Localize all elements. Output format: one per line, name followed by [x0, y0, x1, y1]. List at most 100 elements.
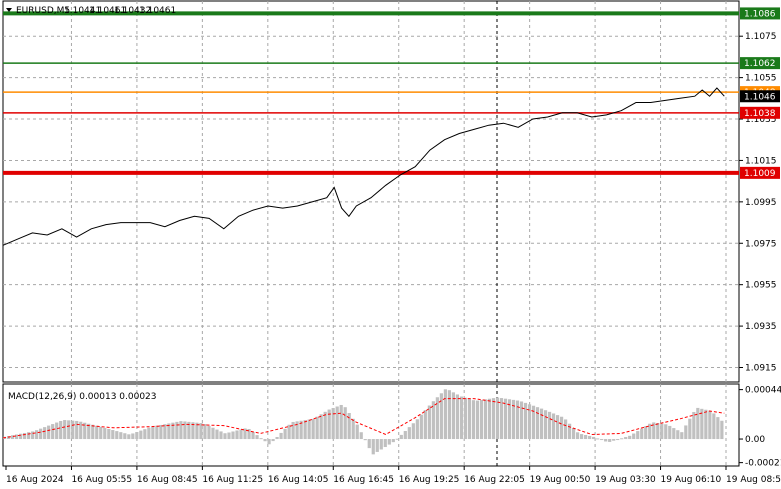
- macd-bar: [479, 399, 484, 440]
- macd-bar: [31, 431, 35, 440]
- macd-bar: [640, 428, 644, 440]
- macd-bar: [403, 431, 407, 440]
- macd-bar: [688, 418, 692, 440]
- macd-bar: [103, 427, 107, 440]
- macd-bar: [676, 430, 680, 440]
- macd-bar: [503, 398, 508, 440]
- macd-bar: [588, 435, 592, 440]
- macd-bar: [167, 423, 171, 440]
- macd-bar: [51, 424, 55, 440]
- macd-bar: [383, 439, 387, 448]
- macd-bar: [91, 424, 95, 440]
- macd-bar: [399, 434, 403, 440]
- level-tag-label: 1.1009: [744, 169, 776, 179]
- macd-bar: [648, 423, 652, 440]
- macd-bar: [692, 411, 696, 440]
- macd-bar: [551, 413, 556, 440]
- x-tick-label: 16 Aug 22:05: [464, 475, 525, 485]
- macd-bar: [295, 421, 299, 440]
- macd-bar: [203, 424, 207, 440]
- price-y-tick-label: 1.1055: [745, 74, 777, 84]
- macd-bar: [616, 439, 620, 441]
- level-tag: [740, 57, 780, 70]
- time-x-axis: 16 Aug 2024 16 Aug 05:55 16 Aug 08:45 16 Au…: [5, 466, 781, 485]
- macd-bar: [115, 431, 119, 440]
- price-y-tick-label: 1.0915: [745, 364, 777, 374]
- macd-bar: [672, 428, 676, 440]
- macd-bar: [455, 394, 460, 440]
- x-tick-label: 16 Aug 14:05: [268, 475, 329, 485]
- macd-bar: [371, 439, 375, 455]
- macd-bar: [307, 419, 311, 440]
- macd-bar: [427, 405, 431, 440]
- macd-bar: [487, 398, 492, 440]
- macd-bar: [660, 423, 664, 440]
- macd-y-tick-label: 0.00: [745, 435, 765, 445]
- macd-bar: [387, 439, 391, 445]
- macd-bar: [471, 400, 476, 440]
- macd-bar: [287, 424, 291, 440]
- x-tick-label: 16 Aug 05:55: [71, 475, 132, 485]
- macd-bar: [379, 439, 383, 450]
- macd-bar: [576, 432, 580, 440]
- macd-bar: [235, 430, 239, 440]
- macd-bar: [652, 422, 656, 440]
- macd-bar: [696, 407, 700, 440]
- macd-bar: [668, 425, 672, 440]
- macd-bar: [175, 421, 179, 440]
- macd-bar: [207, 425, 211, 440]
- macd-bar: [459, 396, 464, 440]
- macd-bar: [351, 418, 355, 440]
- macd-bar: [439, 393, 443, 440]
- price-y-tick-label: 1.0955: [745, 281, 777, 291]
- macd-bar: [191, 422, 195, 440]
- macd-bar: [592, 436, 596, 440]
- macd-bar: [539, 408, 544, 440]
- macd-bar: [239, 429, 243, 440]
- macd-bar: [419, 414, 423, 440]
- macd-bar: [507, 399, 512, 440]
- macd-bar: [187, 421, 191, 440]
- macd-bar: [215, 429, 219, 440]
- macd-signal-line: [2, 398, 725, 439]
- level-tag-label: 1.1046: [744, 92, 776, 102]
- macd-bar: [131, 433, 135, 440]
- macd-bar: [303, 420, 307, 440]
- macd-bar: [11, 435, 15, 440]
- macd-bar: [700, 408, 704, 440]
- macd-bar: [279, 432, 283, 440]
- macd-bar: [347, 412, 351, 440]
- macd-bar: [580, 434, 584, 440]
- macd-bar: [644, 426, 648, 440]
- macd-bar: [255, 435, 259, 440]
- macd-bar: [183, 421, 187, 440]
- price-y-tick-label: 1.0995: [745, 198, 777, 208]
- macd-panel-frame: [2, 383, 740, 467]
- macd-bar: [219, 431, 223, 440]
- macd-bar: [467, 398, 472, 440]
- down-triangle-icon[interactable]: [6, 8, 12, 12]
- macd-bar: [311, 418, 315, 440]
- macd-bar: [259, 438, 263, 440]
- macd-bar: [355, 424, 359, 440]
- macd-bar: [367, 439, 371, 449]
- macd-bar: [483, 399, 488, 440]
- macd-bar: [299, 420, 303, 440]
- level-tag-label: 1.1086: [744, 9, 776, 19]
- macd-bar: [43, 427, 47, 440]
- level-tag-label: 1.1038: [744, 109, 776, 119]
- level-lines: [3, 11, 739, 175]
- x-tick-label: 16 Aug 11:25: [202, 475, 263, 485]
- symbol-label: EURUSD,M5: [16, 6, 70, 16]
- price-y-tick-label: 1.0935: [745, 322, 777, 332]
- macd-bar: [656, 423, 660, 440]
- level-tag-label: 1.1062: [744, 59, 776, 69]
- x-tick-label: 16 Aug 16:45: [333, 475, 394, 485]
- macd-bar: [319, 414, 323, 440]
- price-series-line: [2, 87, 725, 246]
- macd-bar: [704, 409, 708, 440]
- macd-bar: [271, 439, 275, 442]
- level-tag: [740, 7, 780, 20]
